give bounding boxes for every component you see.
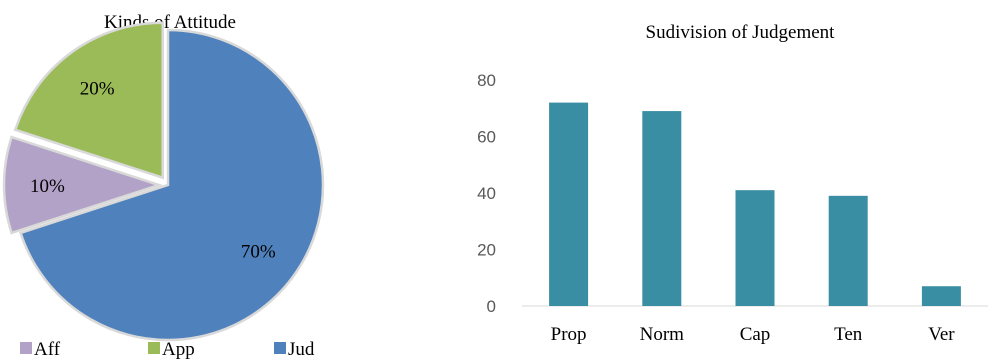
pie-chart: Kinds of Attitude 70%10%20% Aff App Jud xyxy=(2,12,325,360)
legend-swatch-aff xyxy=(20,342,32,354)
bar-chart-title: Sudivision of Judgement xyxy=(646,22,836,43)
bar-prop xyxy=(549,102,589,306)
bar-norm xyxy=(642,111,682,306)
pie-slice-aff xyxy=(2,135,164,235)
legend-swatch-app xyxy=(148,342,160,354)
x-axis-ticks: Prop Norm Cap Ten Ver xyxy=(551,324,956,345)
y-tick-label: 60 xyxy=(477,128,496,147)
legend-label-jud: Jud xyxy=(288,339,315,360)
x-tick-label-ver: Ver xyxy=(928,324,955,345)
legend-swatch-jud xyxy=(274,342,286,354)
x-tick-label-norm: Norm xyxy=(640,324,685,345)
y-axis-ticks: 0 20 40 60 80 xyxy=(477,71,496,316)
pie-legend: Aff App Jud xyxy=(20,339,315,360)
pie-data-label-jud: 70% xyxy=(241,242,276,263)
x-tick-label-cap: Cap xyxy=(740,324,771,345)
x-tick-label-ten: Ten xyxy=(834,324,863,345)
y-tick-label: 0 xyxy=(487,297,496,316)
pie-data-label-aff: 10% xyxy=(30,176,65,197)
bar-chart: Sudivision of Judgement 0 20 40 60 80 Prop No… xyxy=(477,22,988,345)
pie-data-label-app: 20% xyxy=(80,78,115,99)
pie-slice-app xyxy=(13,21,164,180)
bar-ver xyxy=(921,286,961,306)
x-tick-label-prop: Prop xyxy=(551,324,587,345)
pie-slices xyxy=(2,21,325,342)
y-tick-label: 40 xyxy=(477,184,496,203)
pie-data-labels: 70% 10% 20% xyxy=(30,78,276,262)
bar-cap xyxy=(735,190,775,306)
bars xyxy=(549,102,961,306)
bar-ten xyxy=(828,195,868,306)
pie-slice-jud xyxy=(19,28,325,342)
y-tick-label: 80 xyxy=(477,71,496,90)
y-tick-label: 20 xyxy=(477,241,496,260)
legend-label-app: App xyxy=(162,339,195,360)
legend-label-aff: Aff xyxy=(34,339,61,360)
